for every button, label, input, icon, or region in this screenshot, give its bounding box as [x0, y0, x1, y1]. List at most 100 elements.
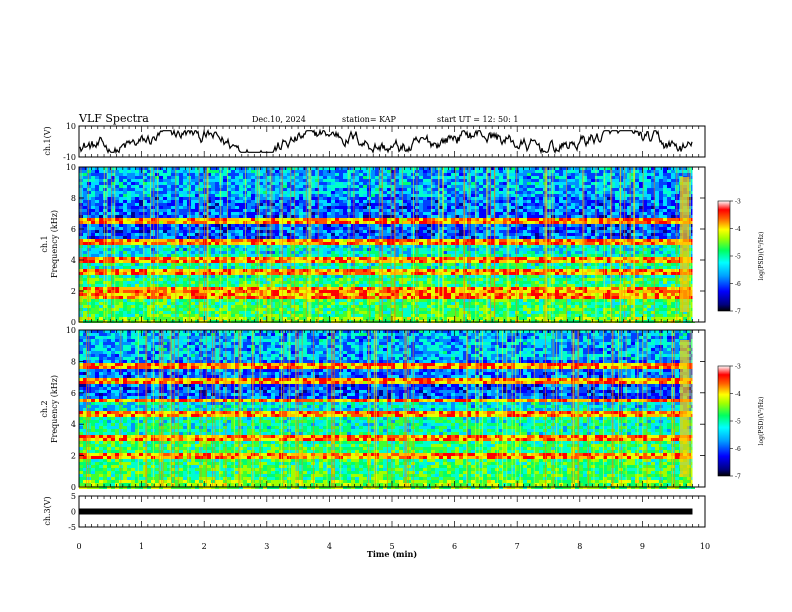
spectrogram-cell — [487, 173, 491, 176]
spectrogram-cell — [595, 176, 599, 179]
spectrogram-cell — [647, 233, 651, 236]
spectrogram-cell — [107, 242, 111, 245]
spectrogram-cell — [583, 176, 587, 179]
spectrogram-cell — [407, 215, 411, 218]
spectrogram-cell — [259, 209, 263, 212]
spectrogram-cell — [563, 209, 567, 212]
spectrogram-cell — [291, 251, 295, 254]
spectrogram-cell — [563, 242, 567, 245]
spectrogram-cell — [439, 176, 443, 179]
spectrogram-cell — [483, 185, 487, 188]
spectrogram-cell — [235, 194, 239, 197]
spectrogram-cell — [439, 197, 443, 200]
spectrogram-cell — [667, 209, 671, 212]
spectrogram-cell — [455, 206, 459, 209]
spectrogram-cell — [479, 254, 483, 257]
spectrogram-cell — [579, 260, 583, 263]
spectrogram-cell — [199, 206, 203, 209]
spectrogram-cell — [179, 200, 183, 203]
spectrogram-cell — [667, 221, 671, 224]
spectrogram-cell — [455, 254, 459, 257]
spectrogram-cell — [487, 242, 491, 245]
spectrogram-cell — [471, 194, 475, 197]
spectrogram-cell — [263, 257, 267, 260]
spectrogram-cell — [195, 206, 199, 209]
spectrogram-cell — [423, 194, 427, 197]
spectrogram-cell — [115, 179, 119, 182]
spectrogram-cell — [203, 218, 207, 221]
spectrogram-cell — [671, 230, 675, 233]
spectrogram-cell — [519, 218, 523, 221]
spectrogram-cell — [191, 173, 195, 176]
spectrogram-cell — [223, 230, 227, 233]
spectrogram-cell — [223, 224, 227, 227]
spectrogram-cell — [311, 197, 315, 200]
spectrogram-cell — [539, 170, 543, 173]
spectrogram-cell — [483, 260, 487, 263]
spectrogram-cell — [259, 182, 263, 185]
spectrogram-cell — [363, 233, 367, 236]
spectrogram-cell — [139, 215, 143, 218]
spectrogram-cell — [535, 224, 539, 227]
spectrogram-cell — [199, 236, 203, 239]
spectrogram-cell — [391, 242, 395, 245]
spectrogram-cell — [175, 203, 179, 206]
spectrogram-cell — [179, 257, 183, 260]
spectrogram-cell — [599, 239, 603, 242]
spectrogram-cell — [531, 194, 535, 197]
spectrogram-cell — [559, 239, 563, 242]
spectrogram-cell — [295, 197, 299, 200]
spectrogram-cell — [519, 173, 523, 176]
spectrogram-cell — [211, 245, 215, 248]
spectrogram-cell — [583, 170, 587, 173]
spectrogram-cell — [559, 221, 563, 224]
spectrogram-cell — [587, 218, 591, 221]
spectrogram-cell — [135, 242, 139, 245]
spectrogram-cell — [455, 218, 459, 221]
spectrogram-cell — [603, 230, 607, 233]
spectrogram-cell — [535, 185, 539, 188]
spectrogram-cell — [363, 197, 367, 200]
spectrogram-cell — [663, 227, 667, 230]
spectrogram-cell — [87, 263, 91, 266]
spectrogram-cell — [627, 188, 631, 191]
spectrogram-cell — [135, 257, 139, 260]
spectrogram-cell — [475, 260, 479, 263]
spectrogram-cell — [83, 173, 87, 176]
spectrogram-cell — [215, 242, 219, 245]
spectrogram-cell — [123, 257, 127, 260]
spectrogram-cell — [399, 170, 403, 173]
spectrogram-cell — [151, 170, 155, 173]
spectrogram-cell — [523, 224, 527, 227]
spectrogram-cell — [115, 191, 119, 194]
spectrogram-cell — [351, 248, 355, 251]
spectrogram-cell — [511, 212, 515, 215]
spectrogram-cell — [135, 227, 139, 230]
spectrogram-cell — [435, 206, 439, 209]
spectrogram-cell — [603, 236, 607, 239]
spectrogram-cell — [611, 236, 615, 239]
spectrogram-cell — [139, 242, 143, 245]
spectrogram-cell — [383, 200, 387, 203]
spectrogram-cell — [175, 176, 179, 179]
spectrogram-cell — [531, 179, 535, 182]
spectrogram-cell — [603, 245, 607, 248]
spectrogram-cell — [479, 215, 483, 218]
spectrogram-cell — [323, 200, 327, 203]
spectrogram-cell — [535, 170, 539, 173]
spectrogram-cell — [215, 191, 219, 194]
spectrogram-cell — [183, 179, 187, 182]
spectrogram-cell — [127, 185, 131, 188]
spectrogram-cell — [539, 233, 543, 236]
spectrogram-cell — [235, 191, 239, 194]
spectrogram-cell — [139, 239, 143, 242]
spectrogram-cell — [119, 203, 123, 206]
spectrogram-cell — [615, 227, 619, 230]
spectrogram-cell — [287, 200, 291, 203]
spectrogram-cell — [615, 245, 619, 248]
spectrogram-cell — [535, 239, 539, 242]
spectrogram-cell — [335, 221, 339, 224]
spectrogram-cell — [511, 203, 515, 206]
spectrogram-cell — [615, 206, 619, 209]
spectrogram-cell — [259, 236, 263, 239]
